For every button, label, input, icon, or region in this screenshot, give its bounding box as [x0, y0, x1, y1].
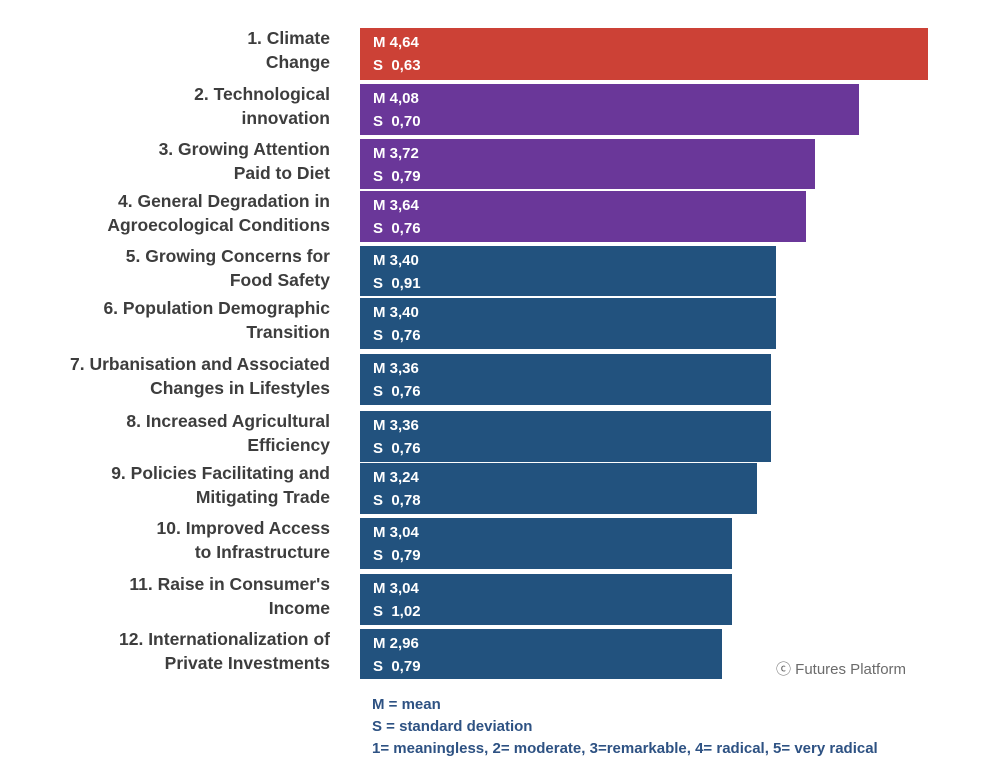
category-label: 5. Growing Concerns for Food Safety: [0, 244, 330, 292]
bar-mean-label: M 3,36: [373, 417, 419, 434]
category-label-line: Private Investments: [164, 653, 330, 673]
category-label-line: 3. Growing Attention: [158, 139, 330, 159]
bar: M 4,08 S 0,70: [360, 84, 859, 135]
category-label-line: 5. Growing Concerns for: [125, 246, 330, 266]
bar-std-label: S 0,79: [373, 547, 421, 564]
legend-std: S = standard deviation: [372, 718, 533, 735]
category-label-line: 12. Internationalization of: [119, 629, 330, 649]
bar-mean-label: M 3,40: [373, 252, 419, 269]
category-label: 9. Policies Facilitating and Mitigating T…: [0, 461, 330, 509]
bar-mean-label: M 4,64: [373, 34, 419, 51]
category-label-line: 6. Population Demographic: [103, 298, 330, 318]
category-label-line: 1. Climate: [247, 28, 330, 48]
bar: M 3,24 S 0,78: [360, 463, 757, 514]
bar-std-label: S 0,76: [373, 327, 421, 344]
bar-std-label: S 0,70: [373, 113, 421, 130]
category-label-line: to Infrastructure: [194, 542, 330, 562]
bar: M 3,36 S 0,76: [360, 411, 771, 462]
bar: M 3,04 S 0,79: [360, 518, 732, 569]
bar: M 3,40 S 0,91: [360, 246, 776, 296]
bar-mean-label: M 3,04: [373, 524, 419, 541]
bar-std-label: S 0,76: [373, 220, 421, 237]
bar: M 3,40 S 0,76: [360, 298, 776, 349]
bar: M 3,72 S 0,79: [360, 139, 815, 189]
bar-mean-label: M 2,96: [373, 635, 419, 652]
category-label-line: 10. Improved Access: [156, 518, 330, 538]
category-label-line: 8. Increased Agricultural: [126, 411, 330, 431]
bar-mean-label: M 3,72: [373, 145, 419, 162]
category-label: 11. Raise in Consumer's Income: [0, 572, 330, 620]
category-label: 4. General Degradation in Agroecological …: [0, 189, 330, 237]
bar-mean-label: M 4,08: [373, 90, 419, 107]
bar: M 4,64 S 0,63: [360, 28, 928, 80]
bar-std-label: S 0,91: [373, 275, 421, 292]
bar-mean-label: M 3,64: [373, 197, 419, 214]
bar: M 3,36 S 0,76: [360, 354, 771, 405]
bar-std-label: S 0,63: [373, 57, 421, 74]
bar-std-label: S 0,76: [373, 440, 421, 457]
bar: M 3,64 S 0,76: [360, 191, 806, 242]
bar: M 2,96 S 0,79: [360, 629, 722, 679]
category-label-line: innovation: [241, 108, 330, 128]
category-label-line: Efficiency: [247, 435, 330, 455]
category-label-line: Change: [265, 52, 330, 72]
category-label-line: 7. Urbanisation and Associated: [70, 354, 330, 374]
category-label: 6. Population Demographic Transition: [0, 296, 330, 344]
category-label-line: Changes in Lifestyles: [150, 378, 330, 398]
bar-std-label: S 0,79: [373, 168, 421, 185]
bar-std-label: S 1,02: [373, 603, 421, 620]
category-label-line: Income: [268, 598, 330, 618]
bar-mean-label: M 3,04: [373, 580, 419, 597]
category-label-line: 4. General Degradation in: [118, 191, 330, 211]
category-label-line: Mitigating Trade: [195, 487, 330, 507]
category-label-line: Transition: [246, 322, 330, 342]
category-label-line: Food Safety: [229, 270, 330, 290]
bar-mean-label: M 3,36: [373, 360, 419, 377]
category-label: 12. Internationalization of Private Inves…: [0, 627, 330, 675]
bar-std-label: S 0,79: [373, 658, 421, 675]
category-label: 10. Improved Access to Infrastructure: [0, 516, 330, 564]
bar-mean-label: M 3,40: [373, 304, 419, 321]
legend: M = mean S = standard deviation 1= meani…: [372, 694, 878, 760]
bar: M 3,04 S 1,02: [360, 574, 732, 625]
category-label-line: Agroecological Conditions: [107, 215, 330, 235]
category-label-line: 2. Technological: [194, 84, 330, 104]
category-label: 7. Urbanisation and Associated Changes in…: [0, 352, 330, 400]
category-label-line: 9. Policies Facilitating and: [111, 463, 330, 483]
category-label-line: Paid to Diet: [233, 163, 330, 183]
category-label: 2. Technological innovation: [0, 82, 330, 130]
category-label: 3. Growing Attention Paid to Diet: [0, 137, 330, 185]
bar-std-label: S 0,76: [373, 383, 421, 400]
category-label: 8. Increased Agricultural Efficiency: [0, 409, 330, 457]
legend-scale: 1= meaningless, 2= moderate, 3=remarkabl…: [372, 740, 878, 757]
category-label: 1. Climate Change: [0, 26, 330, 74]
credit-text: ⓒ Futures Platform: [776, 661, 907, 678]
category-label-line: 11. Raise in Consumer's: [129, 574, 330, 594]
bar-mean-label: M 3,24: [373, 469, 419, 486]
legend-mean: M = mean: [372, 696, 441, 713]
bar-std-label: S 0,78: [373, 492, 421, 509]
